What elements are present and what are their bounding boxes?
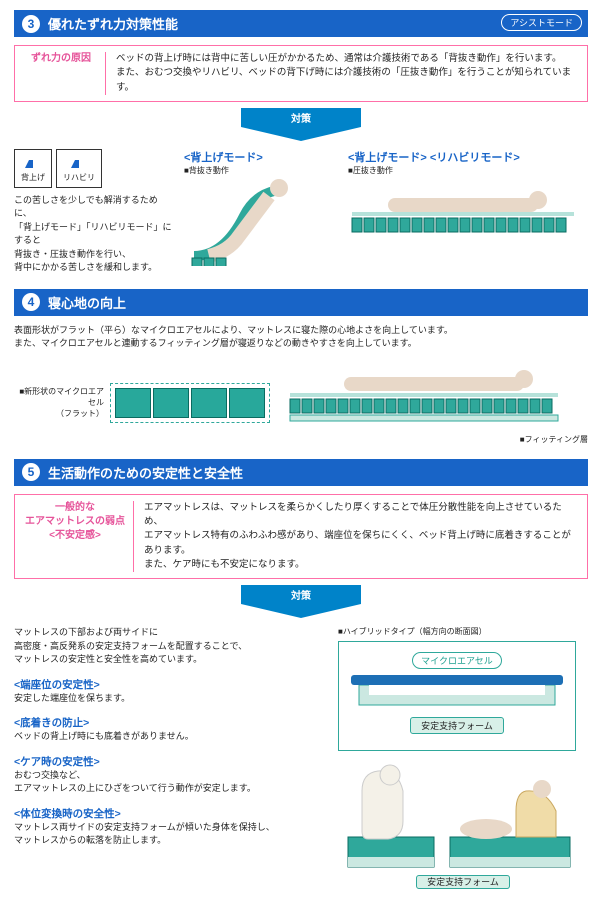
s5-foam-label-2: 安定支持フォーム bbox=[416, 875, 510, 889]
seat-icon bbox=[23, 154, 43, 170]
s4-cell-label: ■新形状のマイクロエアセル （フラット） bbox=[14, 386, 104, 419]
hybrid-cross-section: マイクロエアセル 安定支持フォーム bbox=[338, 641, 576, 751]
s5-item1-t: ベッドの背上げ時にも底着きがありません。 bbox=[14, 730, 328, 744]
s5-item2-t: おむつ交換など、 エアマットレスの上にひざをついて行う動作が安定します。 bbox=[14, 769, 328, 796]
s5-intro: マットレスの下部および両サイドに 高密度・高反発系の安定支持フォームを配置するこ… bbox=[14, 626, 328, 667]
s3-arrow: 対策 bbox=[14, 108, 588, 141]
s3-mode1-sub: ■背抜き動作 bbox=[184, 165, 334, 176]
s5-item0-t: 安定した端座位を保ちます。 bbox=[14, 692, 328, 706]
s3-cause-label: ずれ力の原因 bbox=[25, 52, 106, 95]
s3-mode2-sub: ■圧抜き動作 bbox=[348, 165, 588, 176]
section-5-header: 5 生活動作のための安定性と安全性 bbox=[14, 459, 588, 486]
sitting-person-illustration bbox=[338, 761, 438, 871]
s4-flat-lying-illustration bbox=[284, 361, 564, 431]
s5-weakness-box: 一般的な エアマットレスの弱点 <不安定感> エアマットレスは、マットレスを柔ら… bbox=[14, 494, 588, 579]
s5-arrow-label: 対策 bbox=[241, 585, 361, 604]
icon-rehab: リハビリ bbox=[56, 149, 102, 188]
s5-arrow: 対策 bbox=[14, 585, 588, 618]
s3-left-text: この苦しさを少しでも解消するために、 「背上げモード」「リハビリモード」にすると… bbox=[14, 194, 174, 275]
icon-back-raise: 背上げ bbox=[14, 149, 52, 188]
s4-fitting-label: ■フィッティング層 bbox=[284, 434, 588, 445]
s3-arrow-label: 対策 bbox=[241, 108, 361, 127]
caregiver-illustration bbox=[446, 761, 576, 871]
s3-mode1-title: <背上げモード> bbox=[184, 149, 334, 165]
section-3-title: 優れたずれ力対策性能 bbox=[48, 14, 178, 33]
hybrid-inner-label: マイクロエアセル bbox=[412, 652, 502, 669]
section-3-badge: アシストモード bbox=[501, 14, 582, 31]
s4-text: 表面形状がフラット（平ら）なマイクロエアセルにより、マットレスに寝た際の心地よさ… bbox=[14, 324, 588, 351]
seat-icon bbox=[69, 154, 89, 170]
section-5-title: 生活動作のための安定性と安全性 bbox=[48, 463, 243, 482]
s5-weakness-label: 一般的な エアマットレスの弱点 <不安定感> bbox=[25, 501, 134, 572]
hybrid-foam-shape bbox=[355, 685, 559, 707]
s5-item3-t: マットレス両サイドの安定支持フォームが傾いた身体を保持し、 マットレスからの転落… bbox=[14, 821, 328, 848]
s3-mode2-title: <背上げモード> <リハビリモード> bbox=[348, 149, 588, 165]
s5-item3-h: <体位変換時の安全性> bbox=[14, 806, 328, 821]
flat-lying-illustration bbox=[348, 176, 578, 246]
hybrid-foam-label: 安定支持フォーム bbox=[410, 717, 504, 734]
s5-hybrid-title: ■ハイブリッドタイプ（幅方向の断面図） bbox=[338, 626, 588, 637]
s3-cause-text: ベッドの背上げ時には背中に苦しい圧がかかるため、通常は介護技術である「背抜き動作… bbox=[116, 52, 577, 95]
back-raise-illustration bbox=[184, 176, 324, 266]
s5-weakness-text: エアマットレスは、マットレスを柔らかくしたり厚くすることで体圧分散性能を向上させ… bbox=[144, 501, 577, 572]
s3-cause-box: ずれ力の原因 ベッドの背上げ時には背中に苦しい圧がかかるため、通常は介護技術であ… bbox=[14, 45, 588, 102]
flat-cells-diagram bbox=[110, 383, 270, 423]
s5-item2-h: <ケア時の安定性> bbox=[14, 754, 328, 769]
section-5-num: 5 bbox=[22, 463, 40, 481]
section-4-title: 寝心地の向上 bbox=[48, 293, 126, 312]
section-3-header: 3 優れたずれ力対策性能 アシストモード bbox=[14, 10, 588, 37]
section-4-num: 4 bbox=[22, 293, 40, 311]
section-3-num: 3 bbox=[22, 15, 40, 33]
icon-back-raise-label: 背上げ bbox=[21, 173, 45, 182]
section-4-header: 4 寝心地の向上 bbox=[14, 289, 588, 316]
s5-item0-h: <端座位の安定性> bbox=[14, 677, 328, 692]
s5-item1-h: <底着きの防止> bbox=[14, 715, 328, 730]
icon-rehab-label: リハビリ bbox=[63, 173, 95, 182]
